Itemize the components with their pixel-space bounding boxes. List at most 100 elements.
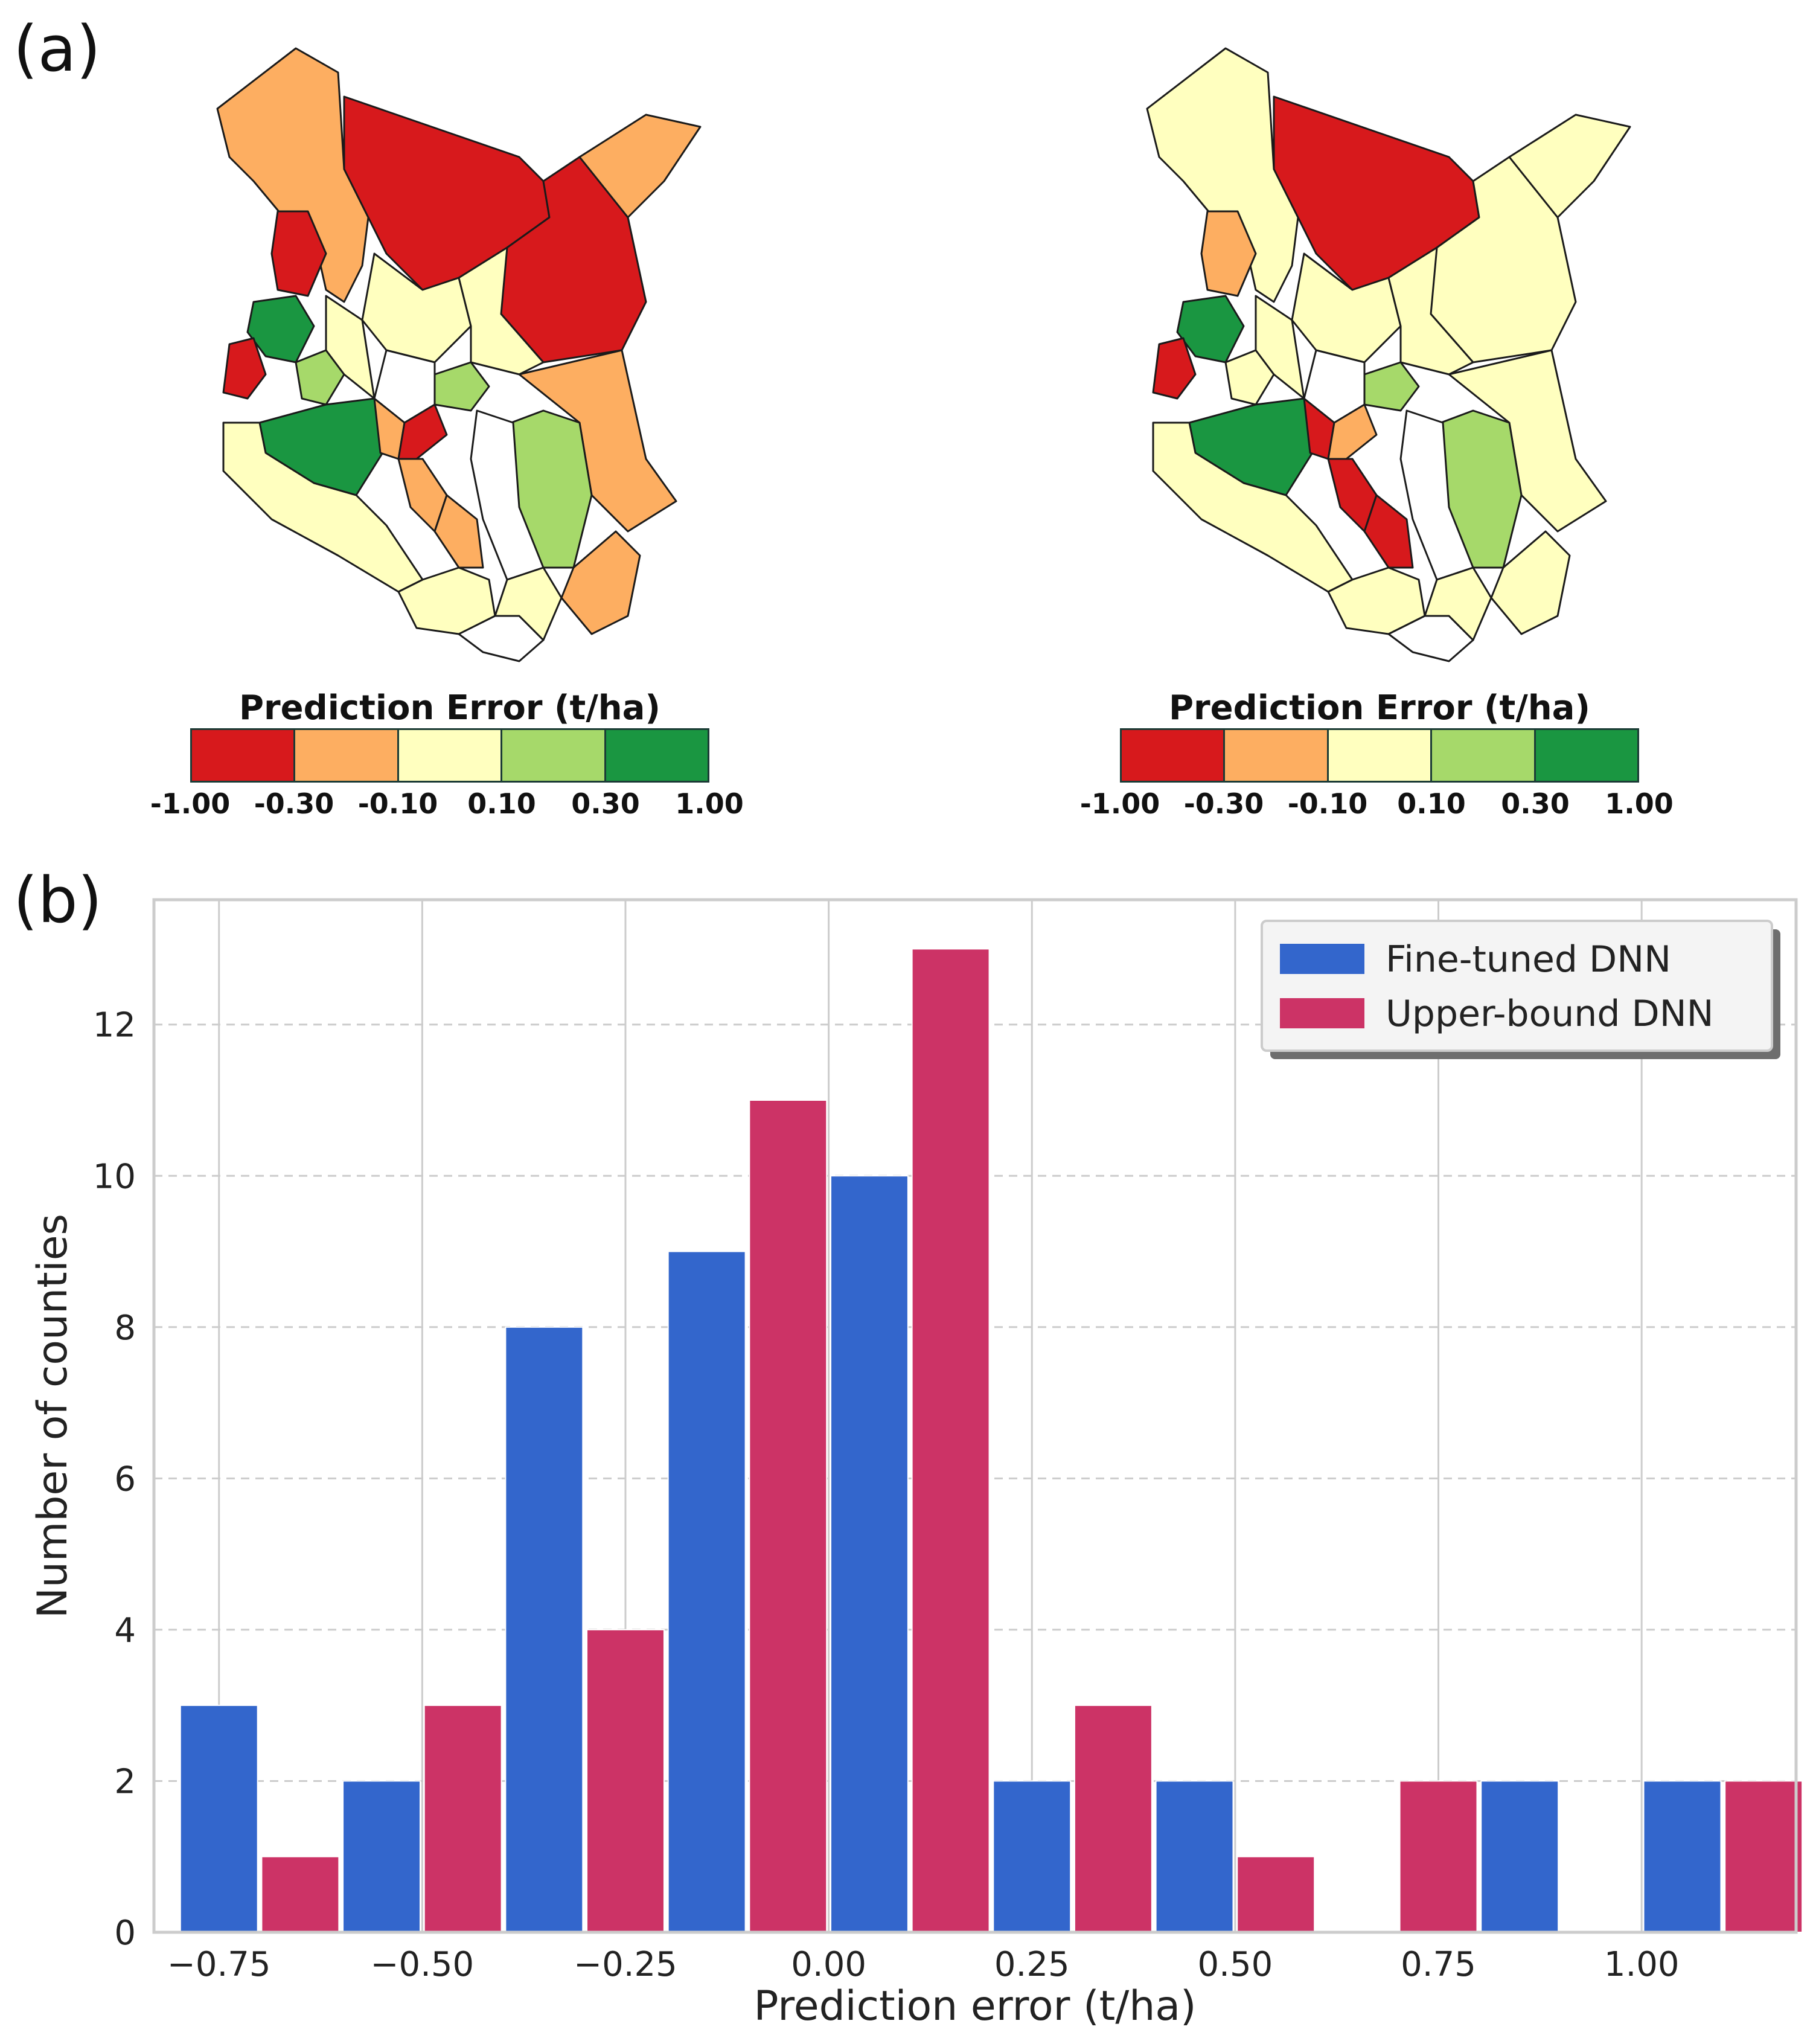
plot-frame <box>152 898 1798 1934</box>
region-laikipia <box>1327 403 1378 460</box>
x-tick-label: 0.00 <box>791 1945 866 1984</box>
legend-swatch <box>295 730 399 781</box>
bar-upper-bound <box>1399 1780 1478 1933</box>
region-isiolo <box>458 246 545 376</box>
bar-fine-tuned <box>1480 1780 1559 1933</box>
y-tick-label: 12 <box>93 1006 136 1045</box>
region-nandi <box>1224 349 1275 406</box>
bar-upper-bound <box>1073 1705 1153 1933</box>
y-axis-label: Number of counties <box>29 1214 77 1618</box>
region-mandera <box>578 114 702 219</box>
region-samburu <box>1291 252 1402 364</box>
legend-swatch <box>606 730 708 781</box>
legend-tick: 1.00 <box>1605 787 1674 820</box>
region-kajiado <box>1152 421 1354 593</box>
region-west-pokot <box>1200 210 1257 297</box>
region-kajiado <box>222 421 424 593</box>
kenya-map-right-svg <box>1146 47 1631 662</box>
legend-tick: -1.00 <box>150 787 231 820</box>
y-tick-label: 8 <box>114 1309 136 1348</box>
bar-fine-tuned <box>1155 1780 1234 1933</box>
region-turkana <box>1146 47 1299 303</box>
legend-colorbar <box>190 728 709 783</box>
legend-swatch <box>1432 730 1536 781</box>
x-tick-label: 1.00 <box>1604 1945 1680 1984</box>
legend-tick: 0.10 <box>1397 787 1466 820</box>
bar-upper-bound <box>586 1629 665 1933</box>
bar-fine-tuned <box>993 1780 1072 1933</box>
legend-ticks: -1.00 -0.30 -0.10 0.10 0.30 1.00 <box>150 783 744 820</box>
bar-fine-tuned <box>179 1705 258 1933</box>
legend-swatch <box>192 730 296 781</box>
x-tick-label: 0.75 <box>1401 1945 1476 1984</box>
legend-ticks: -1.00 -0.30 -0.10 0.10 0.30 1.00 <box>1080 783 1674 820</box>
legend-swatch-0 <box>1280 944 1364 974</box>
panel-label-a: (a) <box>13 12 101 86</box>
legend-label: Upper-bound DNN <box>1386 993 1713 1035</box>
legend-colorbar <box>1120 728 1639 783</box>
legend-title: Prediction Error (t/ha) <box>238 688 661 728</box>
legend-box <box>1261 920 1773 1052</box>
legend-swatch <box>1328 730 1433 781</box>
legend-swatch <box>502 730 606 781</box>
legend-swatch-1 <box>1280 998 1364 1028</box>
legend-tick: -0.30 <box>254 787 334 820</box>
region-turkana <box>216 47 369 303</box>
bar-upper-bound <box>1724 1780 1803 1933</box>
legend-tick: 0.30 <box>1501 787 1570 820</box>
y-tick-label: 0 <box>114 1914 136 1953</box>
region-samburu <box>361 252 472 364</box>
region-makueni <box>433 494 484 569</box>
bar-upper-bound <box>911 948 990 1933</box>
legend-tick: -1.00 <box>1079 787 1160 820</box>
y-tick-label: 4 <box>114 1611 136 1650</box>
kenya-map-left-svg <box>216 47 702 662</box>
legend-swatch <box>398 730 503 781</box>
y-tick-label: 10 <box>93 1157 136 1196</box>
map-legend-left: Prediction Error (t/ha) -1.00 -0.30 -0.1… <box>150 688 744 820</box>
bar-fine-tuned <box>505 1326 584 1933</box>
region-isiolo <box>1387 246 1474 376</box>
map-legend-right: Prediction Error (t/ha) -1.00 -0.30 -0.1… <box>1080 688 1674 820</box>
bar-fine-tuned <box>1643 1780 1722 1933</box>
bar-upper-bound <box>1236 1856 1316 1933</box>
region-taita <box>1327 566 1426 635</box>
region-laikipia <box>397 403 448 460</box>
legend-tick: 1.00 <box>675 787 744 820</box>
region-nandi <box>295 349 345 406</box>
bar-upper-bound <box>749 1099 828 1933</box>
kenya-map-left <box>205 36 712 667</box>
region-baringo <box>325 295 376 400</box>
legend-title: Prediction Error (t/ha) <box>1168 688 1591 728</box>
x-tick-label: −0.50 <box>371 1945 475 1984</box>
bar-upper-bound <box>261 1856 340 1933</box>
panel-label-b: (b) <box>13 863 103 937</box>
bar-fine-tuned <box>830 1175 909 1933</box>
legend-tick: 0.30 <box>571 787 640 820</box>
region-makueni <box>1363 494 1414 569</box>
x-tick-label: −0.25 <box>574 1945 677 1984</box>
region-kilifi <box>1424 566 1492 641</box>
bar-fine-tuned <box>667 1251 746 1933</box>
region-kakamega <box>1152 337 1197 400</box>
legend-swatch <box>1225 730 1329 781</box>
x-tick-label: 0.25 <box>994 1945 1070 1984</box>
legend-swatch <box>1535 730 1638 781</box>
legend-tick: -0.30 <box>1183 787 1264 820</box>
x-axis-label: Prediction error (t/ha) <box>753 1982 1196 2030</box>
legend-tick: 0.10 <box>467 787 536 820</box>
region-taita <box>397 566 496 635</box>
x-tick-label: −0.75 <box>167 1945 271 1984</box>
x-tick-label: 0.50 <box>1198 1945 1273 1984</box>
region-mandera <box>1508 114 1631 219</box>
legend-swatch <box>1122 730 1226 781</box>
region-baringo <box>1255 295 1305 400</box>
legend-tick: -0.10 <box>1287 787 1368 820</box>
legend-tick: -0.10 <box>357 787 438 820</box>
y-tick-label: 2 <box>114 1762 136 1801</box>
y-tick-label: 6 <box>114 1459 136 1499</box>
bar-fine-tuned <box>342 1780 421 1933</box>
legend-label: Fine-tuned DNN <box>1386 938 1671 981</box>
region-west-pokot <box>270 210 327 297</box>
